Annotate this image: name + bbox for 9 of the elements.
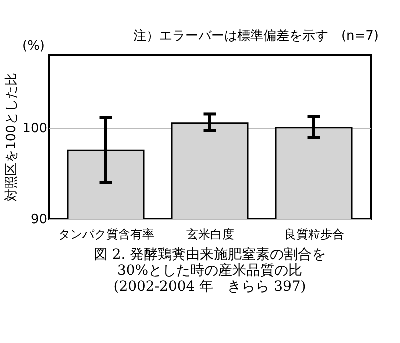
x-tick-label: 玄米白度 (186, 228, 234, 242)
text: (%) (22, 39, 45, 54)
y-tick-label: 100 (22, 121, 48, 136)
text: 注）エラーバーは標準偏差を示す (n=7) (133, 29, 379, 44)
x-tick-label: タンパク質含有率 (58, 228, 154, 242)
text: 図 2. 発酵鶏糞由来施肥窒素の割合を 30%とした時の産米品質の比 (2002-2004 年 きらら 397) (94, 247, 326, 295)
y-tick-label: 90 (30, 212, 48, 228)
y-axis-title: 対照区を100とした比 (4, 73, 20, 202)
x-tick-label: 良質粒歩合 (284, 228, 344, 242)
